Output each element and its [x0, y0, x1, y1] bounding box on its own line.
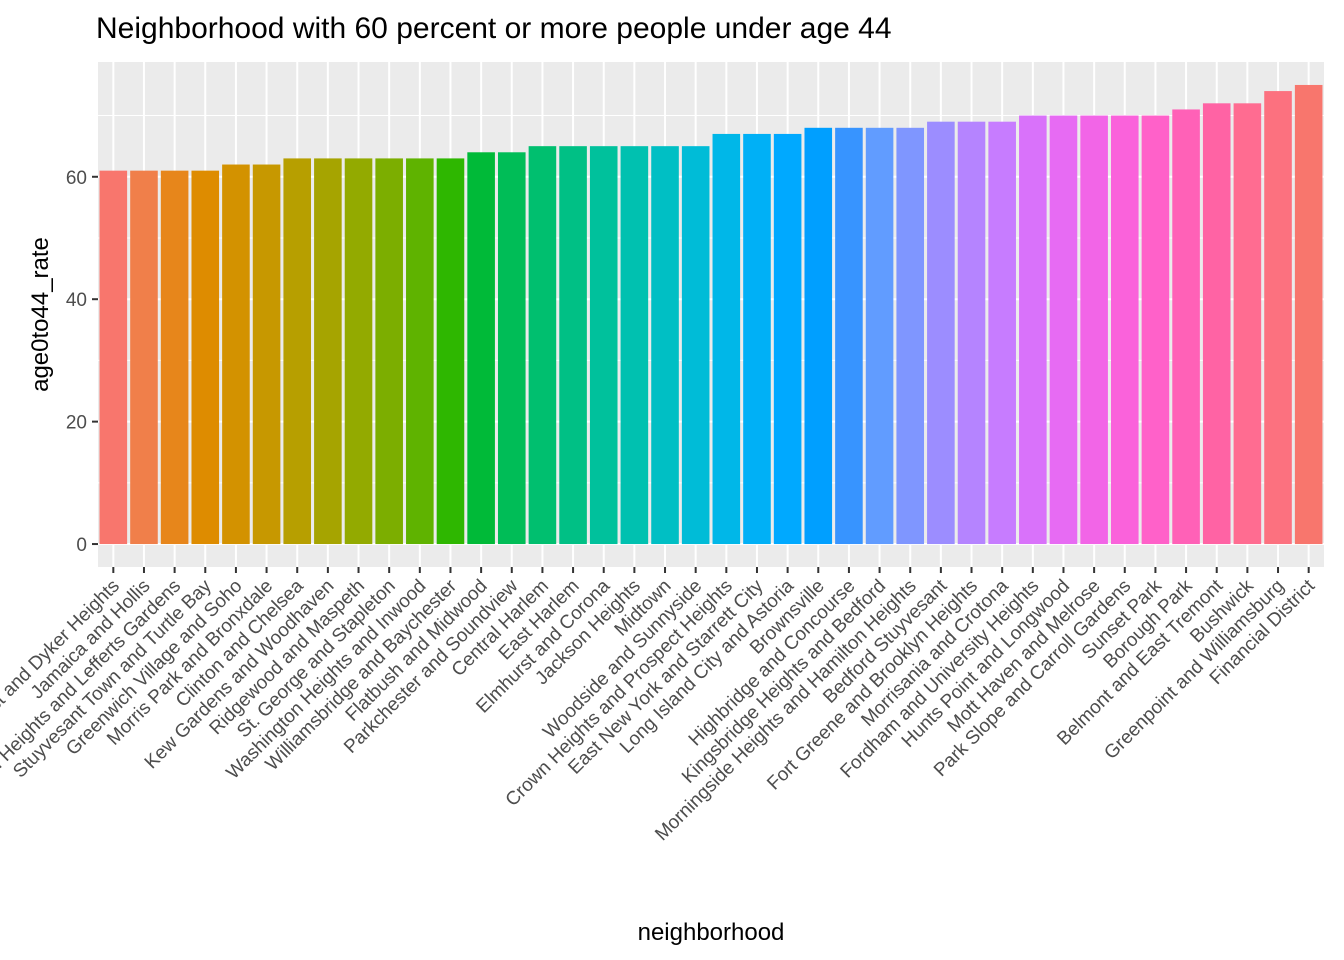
- bar: [1080, 115, 1108, 545]
- bar: [1202, 103, 1231, 545]
- bar: [314, 158, 342, 545]
- bar: [681, 146, 710, 545]
- bar: [1110, 115, 1139, 545]
- bar: [559, 146, 587, 545]
- bar: [712, 133, 741, 545]
- bar: [222, 164, 250, 545]
- bar: [99, 170, 128, 545]
- bar: [528, 146, 557, 545]
- bar: [375, 158, 403, 545]
- bar: [497, 152, 526, 545]
- y-tick-label: 40: [66, 290, 87, 311]
- bar: [957, 121, 986, 545]
- bar: [344, 158, 373, 545]
- bar: [835, 127, 863, 545]
- bar: [1294, 84, 1323, 545]
- bar: [160, 170, 189, 545]
- bar: [436, 158, 465, 545]
- bar: [988, 121, 1016, 545]
- bar: [1233, 103, 1262, 545]
- y-tick-label: 20: [66, 413, 87, 434]
- bar: [589, 146, 618, 545]
- bar: [1172, 109, 1200, 545]
- bar: [1049, 115, 1078, 545]
- bar: [406, 158, 434, 545]
- bar: [620, 146, 649, 545]
- y-tick-label: 60: [66, 168, 87, 189]
- bar: [927, 121, 955, 545]
- plot-panel: [98, 62, 1324, 567]
- bar: [191, 170, 220, 545]
- chart-title: Neighborhood with 60 percent or more peo…: [96, 12, 892, 45]
- x-axis-title: neighborhood: [638, 919, 785, 946]
- bar: [467, 152, 495, 545]
- bar: [1019, 115, 1047, 545]
- bar: [743, 133, 771, 545]
- bar: [804, 127, 833, 545]
- y-tick-label: 0: [76, 535, 87, 556]
- bar: [773, 133, 802, 545]
- bar: [651, 146, 679, 545]
- bar: [252, 164, 281, 545]
- bar: [1264, 91, 1292, 545]
- bar: [283, 158, 312, 545]
- bar: [130, 170, 158, 545]
- y-axis-title: age0to44_rate: [27, 237, 54, 392]
- bar: [865, 127, 894, 545]
- bar: [896, 127, 925, 545]
- bar: [1141, 115, 1170, 545]
